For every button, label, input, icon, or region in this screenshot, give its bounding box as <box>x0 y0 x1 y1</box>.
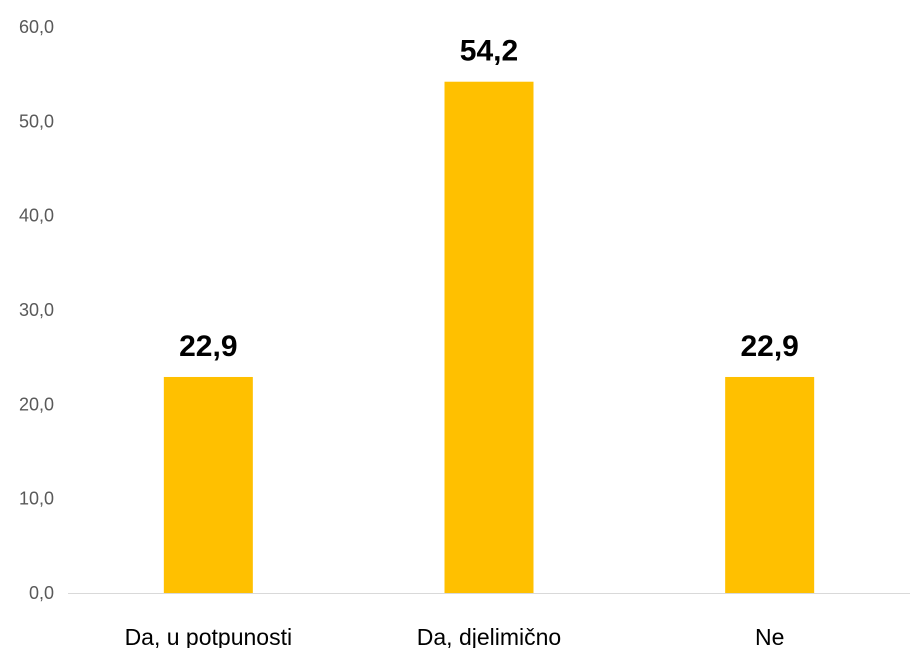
x-tick-label: Da, u potpunosti <box>125 624 293 648</box>
y-tick-label: 30,0 <box>19 300 54 320</box>
data-label: 54,2 <box>460 35 518 68</box>
y-tick-label: 50,0 <box>19 111 54 131</box>
bar <box>444 81 534 594</box>
data-label: 22,9 <box>179 330 237 363</box>
data-labels: 22,9 54,2 22,9 <box>179 35 799 363</box>
bars <box>163 81 815 594</box>
y-axis: 0,0 10,0 20,0 30,0 40,0 50,0 60,0 <box>19 17 54 603</box>
y-tick-label: 10,0 <box>19 489 54 509</box>
x-tick-label: Ne <box>755 624 784 648</box>
x-axis: Da, u potpunosti Da, djelimično Ne <box>125 624 785 648</box>
bar <box>163 376 253 593</box>
x-tick-label: Da, djelimično <box>417 624 561 648</box>
y-tick-label: 60,0 <box>19 17 54 37</box>
y-tick-label: 20,0 <box>19 394 54 414</box>
y-tick-label: 0,0 <box>29 583 54 603</box>
data-label: 22,9 <box>740 330 798 363</box>
bar <box>725 376 815 593</box>
y-tick-label: 40,0 <box>19 206 54 226</box>
